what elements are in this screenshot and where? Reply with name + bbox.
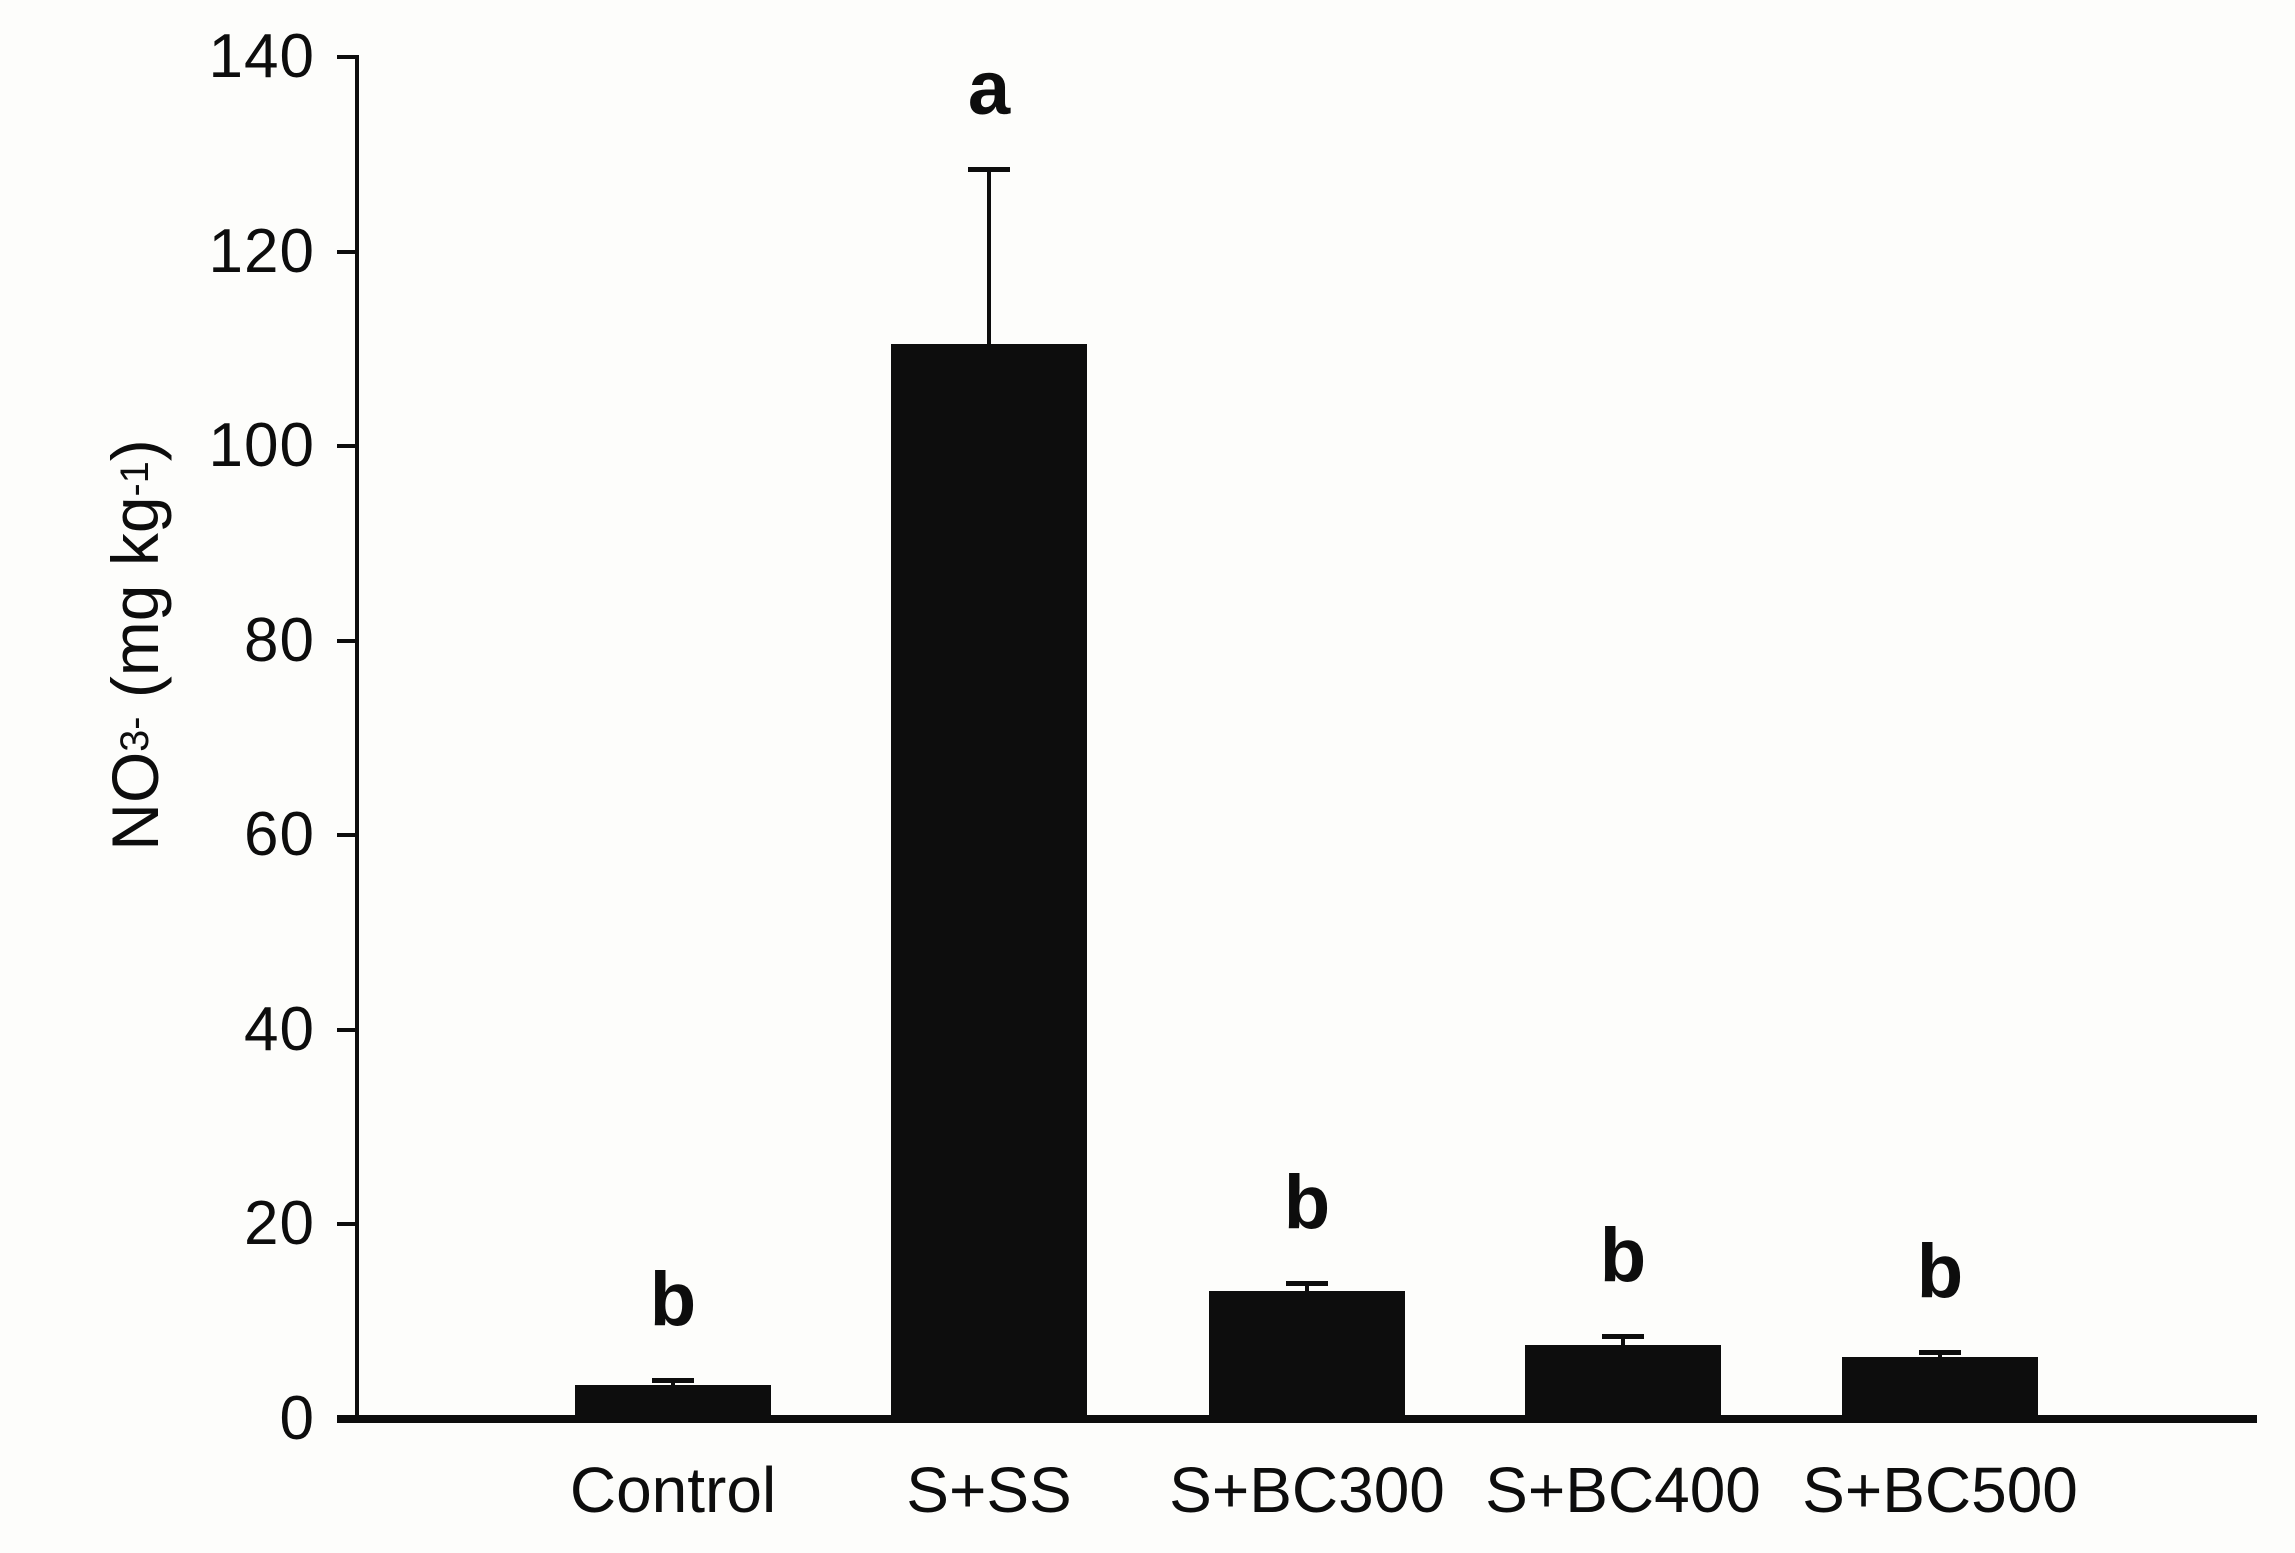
- bar-S+BC400: [1525, 1345, 1721, 1419]
- y-tick-mark: [337, 249, 357, 254]
- error-bar-cap: [968, 166, 1010, 172]
- error-bar-stem: [1621, 1336, 1625, 1346]
- error-bar-cap: [1286, 1280, 1328, 1286]
- error-bar-cap: [1919, 1349, 1961, 1355]
- y-tick-label: 100: [208, 411, 315, 481]
- error-bar-cap: [652, 1378, 694, 1384]
- y-tick-mark: [337, 638, 357, 643]
- y-axis-title-text: NO: [98, 751, 172, 851]
- y-axis-line: [355, 55, 359, 1423]
- x-tick-label-S+BC500: S+BC500: [1802, 1454, 2078, 1526]
- x-tick-label-Control: Control: [569, 1454, 777, 1526]
- significance-letter: b: [649, 1257, 697, 1343]
- y-tick-label: 120: [208, 216, 315, 286]
- y-tick-mark: [337, 55, 357, 59]
- bar-S+BC300: [1209, 1290, 1405, 1419]
- y-tick-label: 60: [244, 800, 315, 870]
- y-axis-title: NO 3- (mg kg -1): [98, 439, 172, 851]
- bar-S+SS: [891, 343, 1087, 1419]
- x-tick-label-S+BC300: S+BC300: [1169, 1454, 1445, 1526]
- y-tick-label: 80: [244, 605, 315, 675]
- error-bar-cap: [1602, 1334, 1644, 1340]
- y-tick-label: 40: [244, 994, 315, 1064]
- y-tick-mark: [337, 1027, 357, 1032]
- y-tick-mark: [337, 1222, 357, 1227]
- x-axis-line: [337, 1415, 2257, 1423]
- significance-letter: a: [967, 45, 1011, 131]
- y-tick-mark: [337, 1417, 357, 1421]
- y-tick-label: 0: [279, 1384, 315, 1453]
- y-tick-label: 140: [208, 22, 315, 91]
- bar-S+BC500: [1842, 1356, 2038, 1419]
- significance-letter: b: [1599, 1213, 1647, 1299]
- significance-letter: b: [1283, 1159, 1331, 1245]
- x-tick-label-S+SS: S+SS: [906, 1454, 1072, 1526]
- x-tick-label-S+BC400: S+BC400: [1485, 1454, 1761, 1526]
- error-bar-stem: [987, 168, 991, 344]
- y-tick-mark: [337, 833, 357, 838]
- y-axis-title-text: (mg kg: [98, 496, 172, 717]
- bar-Control: [575, 1384, 771, 1419]
- y-tick-mark: [337, 444, 357, 449]
- error-bar-stem: [1305, 1282, 1309, 1291]
- y-tick-label: 20: [244, 1189, 315, 1259]
- y-axis-title-text: ): [98, 439, 172, 462]
- significance-letter: b: [1916, 1228, 1964, 1314]
